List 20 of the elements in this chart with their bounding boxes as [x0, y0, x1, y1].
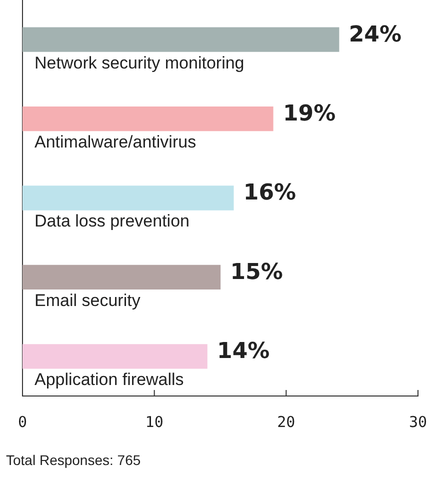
bar [22, 186, 234, 210]
bar [22, 27, 340, 52]
text: Total Responses: 765 [6, 452, 141, 468]
data-label: 14% [217, 339, 270, 364]
bar [22, 106, 274, 132]
y-tick-label: Email security [34, 290, 141, 310]
x-tick-label: 30 [408, 412, 427, 431]
data-label: 15% [230, 260, 283, 285]
x-tick-label: 10 [145, 412, 164, 431]
y-tick-label: Application firewalls [34, 370, 184, 390]
data-label: 19% [282, 102, 336, 127]
data-label: 24% [348, 22, 402, 48]
bar [22, 344, 208, 369]
data-label: 16% [243, 180, 296, 206]
y-tick-label: Antimalware/antivirus [34, 132, 196, 152]
x-tick-label: 0 [18, 412, 28, 431]
y-tick-label: Data loss prevention [34, 212, 190, 231]
x-tick-label: 20 [277, 412, 296, 431]
y-tick-label: Network security monitoring [34, 53, 244, 72]
bar [22, 264, 221, 290]
